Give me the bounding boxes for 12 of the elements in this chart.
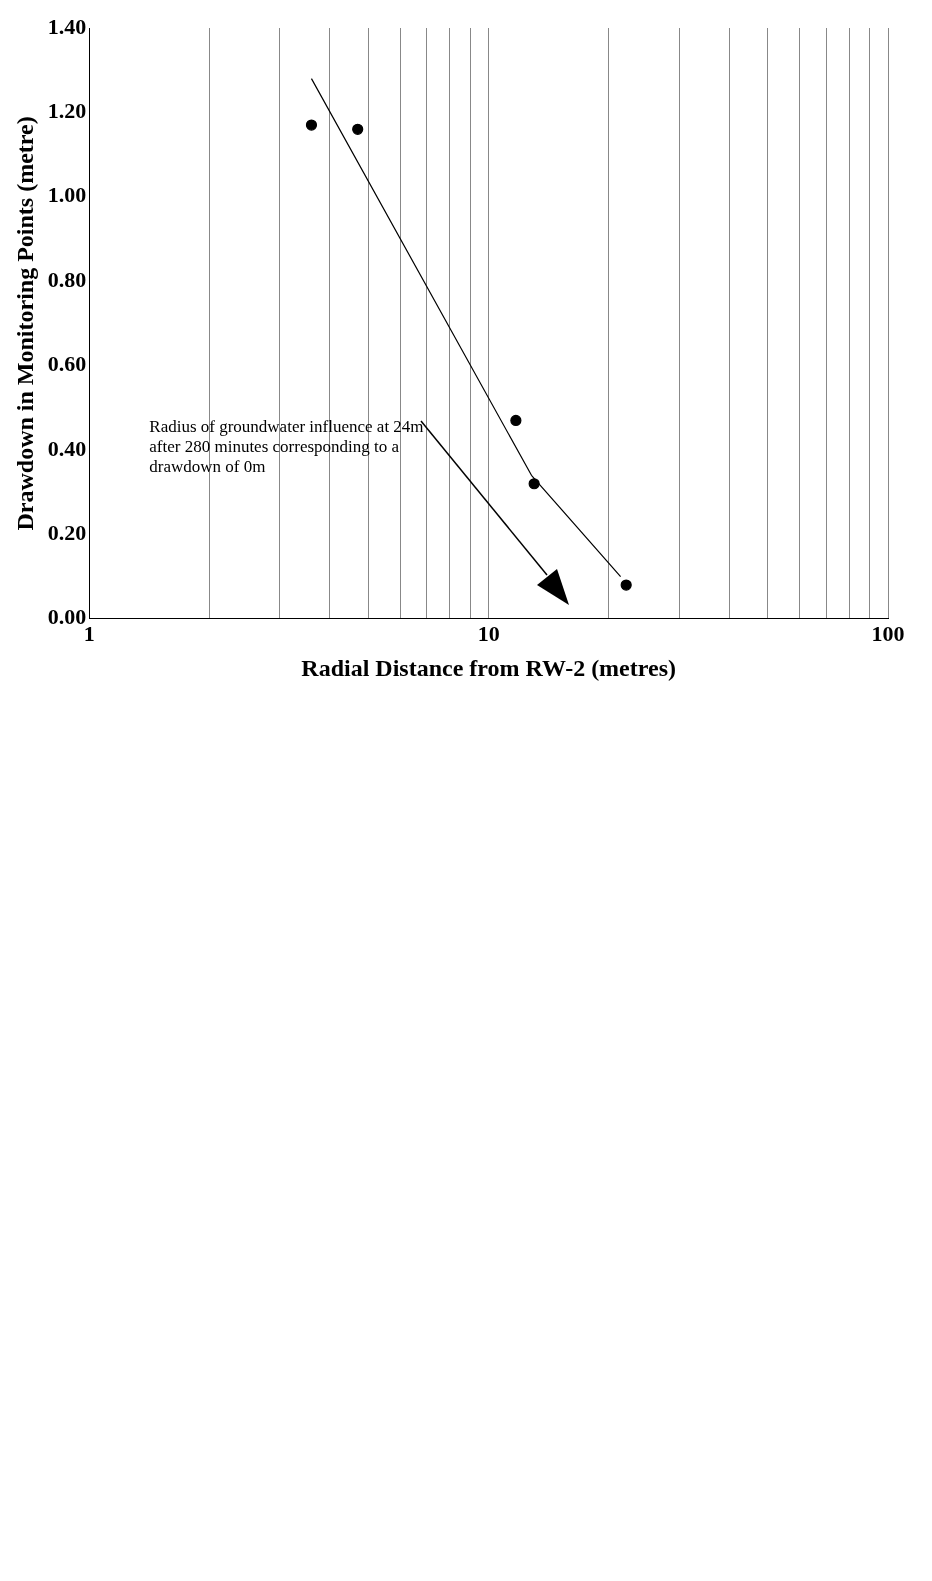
y-tick-label: 0.60 xyxy=(47,351,87,377)
y-axis-title: Drawdown in Monitoring Points (metre) xyxy=(11,116,38,531)
y-tick-label: 1.00 xyxy=(47,182,87,208)
y-tick-label: 0.40 xyxy=(47,435,87,461)
x-tick-label: 100 xyxy=(871,620,905,646)
x-tick-label: 10 xyxy=(477,620,500,646)
y-tick-label: 0.20 xyxy=(47,520,87,546)
x-axis-title: Radial Distance from RW-2 (metres) xyxy=(301,654,676,681)
y-tick-label: 1.20 xyxy=(47,98,87,124)
y-tick-label: 0.80 xyxy=(47,266,87,292)
y-tick-label: 1.40 xyxy=(47,13,87,39)
annotation: Radius of groundwater influence at 24m after 280 minutes corresponding to a drawdown of 0m xyxy=(149,416,424,476)
